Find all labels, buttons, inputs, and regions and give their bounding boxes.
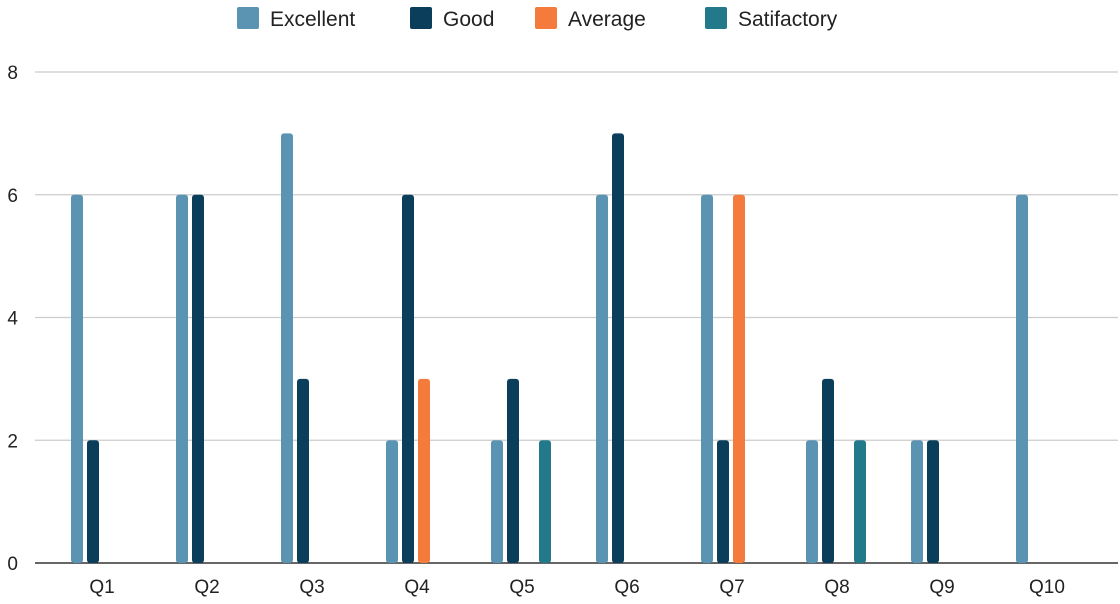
bar-average-q4 bbox=[418, 378, 430, 563]
y-axis: 0 2 4 6 8 bbox=[7, 63, 18, 575]
bar-good-q8 bbox=[822, 378, 834, 563]
bar-good-q1 bbox=[87, 440, 99, 563]
x-axis: Q1 Q2 Q3 Q4 Q5 Q6 Q7 Q8 Q9 Q10 bbox=[89, 577, 1065, 598]
legend-swatch bbox=[410, 7, 432, 29]
y-tick-label: 6 bbox=[7, 186, 18, 207]
y-tick-label: 2 bbox=[7, 431, 18, 452]
bar-good-q6 bbox=[612, 133, 624, 563]
legend: Excellent Good Average Satifactory bbox=[237, 7, 838, 31]
legend-item-excellent: Excellent bbox=[237, 7, 355, 31]
x-tick-label: Q9 bbox=[929, 577, 954, 598]
x-tick-label: Q10 bbox=[1029, 577, 1065, 598]
y-tick-label: 0 bbox=[7, 554, 18, 575]
bar-excellent-q1 bbox=[71, 194, 83, 563]
bar-excellent-q5 bbox=[491, 440, 503, 563]
x-tick-label: Q3 bbox=[299, 577, 324, 598]
legend-label: Average bbox=[568, 8, 646, 31]
y-tick-label: 8 bbox=[7, 63, 18, 84]
bar-satifactory-q8 bbox=[854, 440, 866, 563]
bar-excellent-q7 bbox=[701, 194, 713, 563]
x-tick-label: Q8 bbox=[824, 577, 849, 598]
bar-excellent-q6 bbox=[596, 194, 608, 563]
x-tick-label: Q4 bbox=[404, 577, 430, 598]
bar-excellent-q9 bbox=[911, 440, 923, 563]
bar-excellent-q4 bbox=[386, 440, 398, 563]
x-tick-label: Q7 bbox=[719, 577, 744, 598]
legend-item-satifactory: Satifactory bbox=[705, 7, 838, 31]
y-tick-label: 4 bbox=[7, 309, 18, 330]
bar-good-q4 bbox=[402, 194, 414, 563]
x-tick-label: Q1 bbox=[89, 577, 114, 598]
bar-average-q7 bbox=[733, 194, 745, 563]
bar-good-q5 bbox=[507, 378, 519, 563]
legend-swatch bbox=[535, 7, 557, 29]
legend-swatch bbox=[237, 7, 259, 29]
bar-good-q3 bbox=[297, 378, 309, 563]
bar-excellent-q3 bbox=[281, 133, 293, 563]
grid bbox=[35, 71, 1118, 564]
bar-good-q7 bbox=[717, 440, 729, 563]
legend-label: Good bbox=[443, 8, 494, 31]
legend-item-average: Average bbox=[535, 7, 646, 31]
legend-label: Excellent bbox=[270, 8, 355, 31]
bars bbox=[71, 133, 1028, 563]
legend-label: Satifactory bbox=[738, 8, 838, 31]
legend-item-good: Good bbox=[410, 7, 494, 31]
bar-excellent-q8 bbox=[806, 440, 818, 563]
x-tick-label: Q5 bbox=[509, 577, 534, 598]
legend-swatch bbox=[705, 7, 727, 29]
bar-good-q2 bbox=[192, 194, 204, 563]
bar-satifactory-q5 bbox=[539, 440, 551, 563]
x-tick-label: Q6 bbox=[614, 577, 639, 598]
bar-excellent-q10 bbox=[1016, 194, 1028, 563]
x-tick-label: Q2 bbox=[194, 577, 219, 598]
bar-good-q9 bbox=[927, 440, 939, 563]
bar-excellent-q2 bbox=[176, 194, 188, 563]
